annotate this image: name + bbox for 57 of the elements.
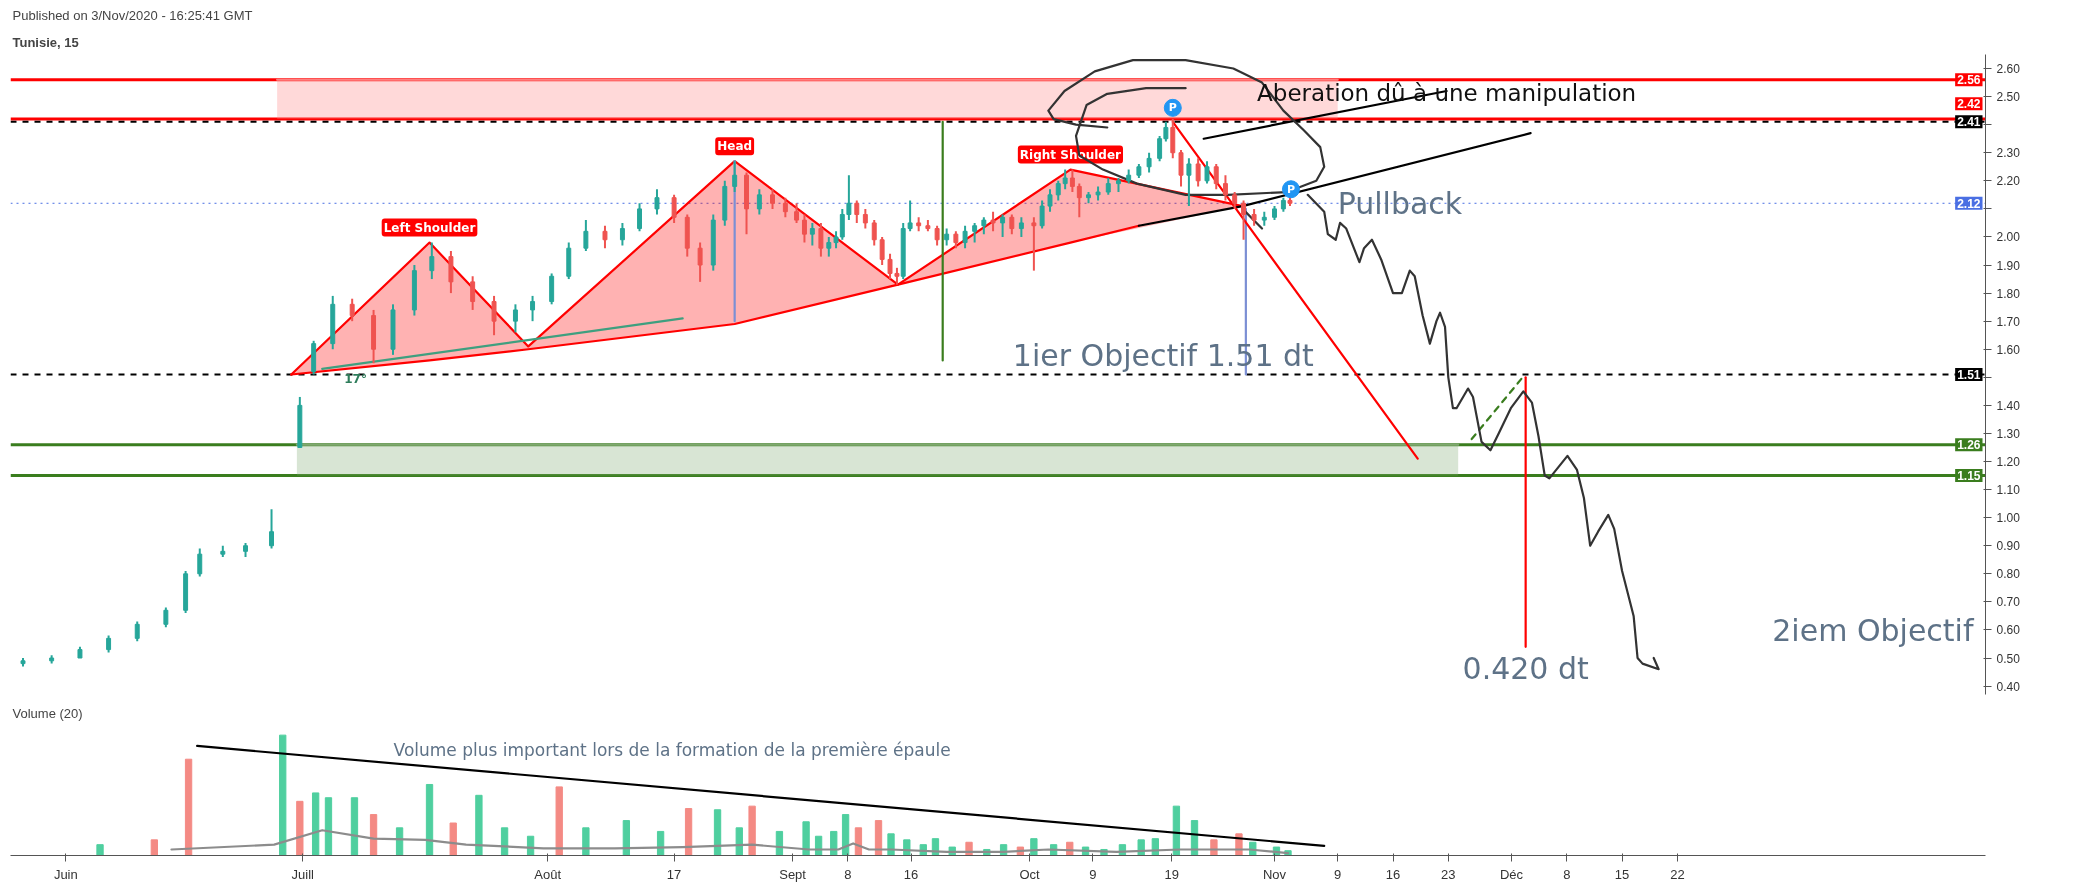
y-tick-label: 1.00 bbox=[1996, 511, 2021, 526]
x-tick-label: 8 bbox=[844, 866, 852, 882]
ref-line-label: 2.41 bbox=[1957, 115, 1981, 130]
y-tick-label: 2.30 bbox=[1996, 146, 2021, 161]
ref-line-label: 2.12 bbox=[1957, 196, 1981, 211]
y-tick-label: 1.10 bbox=[1996, 483, 2021, 498]
chart-title: Volume (20) bbox=[12, 705, 83, 721]
x-tick-label: Juill bbox=[291, 866, 315, 882]
x-tick-label: 16 bbox=[1385, 866, 1401, 882]
x-tick-label: Juin bbox=[53, 866, 78, 882]
x-tick-label: 19 bbox=[1164, 866, 1180, 882]
annotation: 2iem Objectif bbox=[1772, 613, 1975, 648]
x-tick-label: 23 bbox=[1441, 866, 1456, 882]
x-tick-label: 8 bbox=[1563, 866, 1571, 882]
text: P bbox=[1286, 182, 1295, 196]
y-tick-label: 0.60 bbox=[1996, 623, 2021, 638]
annotation: Volume plus important lors de la formation de la première épaule bbox=[393, 739, 951, 760]
y-tick-label: 2.60 bbox=[1996, 62, 2021, 77]
y-tick-label: 1.80 bbox=[1996, 286, 2021, 301]
y-tick-label: 1.20 bbox=[1996, 455, 2021, 470]
y-tick-label: 1.60 bbox=[1996, 342, 2021, 357]
annotation: 17° bbox=[344, 371, 367, 386]
annotation: Head bbox=[717, 139, 753, 154]
x-tick-label: Déc bbox=[1499, 866, 1524, 882]
ref-line-label: 2.56 bbox=[1957, 73, 1981, 88]
x-tick-label: Nov bbox=[1262, 866, 1287, 882]
x-tick-label: Sept bbox=[779, 866, 807, 882]
annotation: 0.420 dt bbox=[1462, 650, 1589, 686]
y-tick-label: 1.40 bbox=[1996, 398, 2021, 413]
x-tick-label: 15 bbox=[1614, 866, 1630, 882]
x-tick-label: 9 bbox=[1334, 866, 1342, 882]
annotation: Pullback bbox=[1337, 185, 1463, 221]
y-tick-label: 0.70 bbox=[1996, 595, 2021, 610]
ref-line-label: 1.26 bbox=[1957, 438, 1981, 453]
y-tick-label: 2.00 bbox=[1996, 230, 2021, 245]
ref-line-label: 1.51 bbox=[1957, 368, 1981, 382]
y-tick-label: 2.20 bbox=[1996, 174, 2021, 189]
series-label: P bbox=[1168, 101, 1177, 115]
ref-line-label: 1.15 bbox=[1957, 469, 1981, 484]
y-tick-label: 0.40 bbox=[1996, 679, 2021, 694]
y-tick-label: 0.80 bbox=[1996, 567, 2021, 582]
x-tick-label: Oct bbox=[1019, 866, 1041, 882]
x-tick-label: 16 bbox=[903, 866, 919, 882]
y-tick-label: 0.50 bbox=[1996, 651, 2021, 666]
y-tick-label: 0.90 bbox=[1996, 539, 2021, 554]
chart-title: Tunisie, 15 bbox=[12, 34, 79, 50]
x-tick-label: 17 bbox=[666, 866, 682, 882]
legend-label: 2.42 bbox=[1957, 97, 1981, 112]
x-tick-label: 22 bbox=[1670, 866, 1685, 882]
y-tick-label: 1.30 bbox=[1996, 426, 2021, 441]
x-tick-label: Août bbox=[534, 866, 562, 882]
y-tick-label: 1.90 bbox=[1996, 258, 2021, 273]
annotation: Left Shoulder bbox=[383, 220, 476, 235]
y-tick-label: 1.70 bbox=[1996, 314, 2021, 329]
y-tick-label: 2.50 bbox=[1996, 90, 2021, 105]
chart-subtitle: Published on 3/Nov/2020 - 16:25:41 GMT bbox=[12, 7, 253, 23]
x-tick-label: 9 bbox=[1089, 866, 1097, 882]
